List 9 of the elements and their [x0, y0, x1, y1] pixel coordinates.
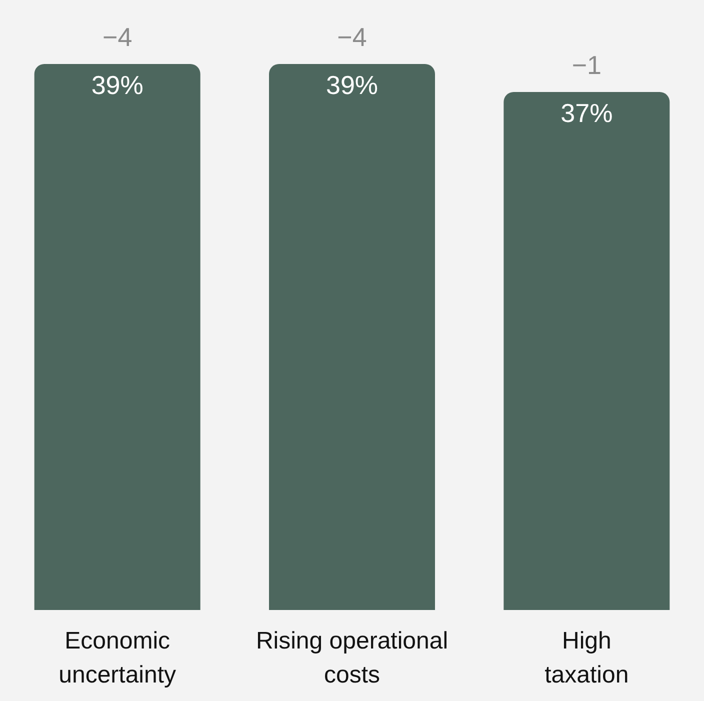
data-label: 37% [560, 98, 613, 128]
x-tick-label: High taxation [544, 628, 629, 688]
annotation: −4 [102, 22, 132, 52]
data-label: 39% [91, 70, 144, 100]
annotation: −1 [572, 50, 602, 80]
x-tick-label: Economic uncertainty [58, 628, 176, 688]
data-label: 39% [326, 70, 378, 100]
x-tick-label: Rising operational costs [256, 628, 448, 688]
annotation: −4 [337, 22, 367, 52]
